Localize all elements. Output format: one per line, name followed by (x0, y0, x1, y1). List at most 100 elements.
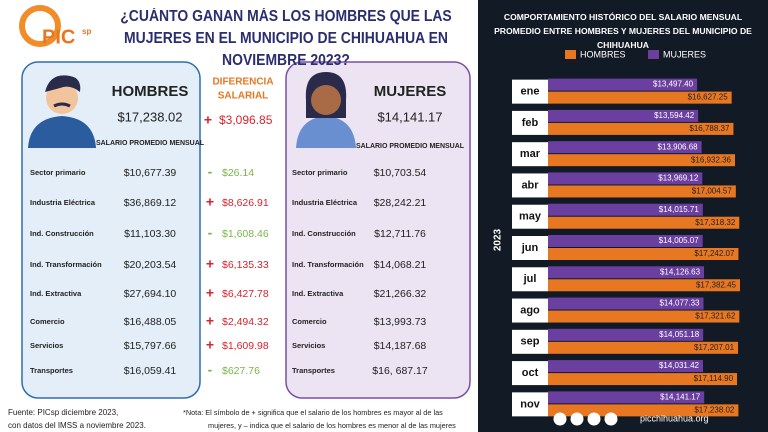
man-avatar (28, 75, 96, 148)
sector-name: Ind. Extractiva (30, 289, 82, 298)
sector-name: Servicios (292, 341, 325, 350)
bar (548, 279, 740, 292)
bar (548, 78, 698, 91)
mujeres-title: Mujeres (374, 83, 447, 100)
y-tick-label: jul (523, 273, 537, 285)
sign: + (206, 285, 214, 301)
value-label: $17,318.32 (695, 218, 736, 227)
y-axis-label: 2023 (493, 228, 504, 251)
difference: $1,608.46 (222, 228, 269, 240)
mujeres-salary: $10,703.54 (374, 167, 427, 179)
category-band (512, 236, 548, 260)
sector-name: Comercio (30, 317, 65, 326)
sector-name: Ind. Transformación (292, 260, 364, 269)
y-tick-label: may (519, 211, 542, 223)
sector-name: Industria Eléctrica (30, 198, 96, 207)
category-band (512, 204, 548, 229)
bar (548, 328, 704, 341)
social-icon (570, 412, 584, 426)
sign: - (208, 164, 213, 180)
sector-name: Transportes (292, 366, 335, 375)
y-tick-label: abr (521, 179, 539, 191)
value-label: $17,242.07 (694, 249, 735, 258)
bar (548, 341, 739, 354)
difference: $8,626.91 (222, 197, 269, 209)
category-band (512, 361, 548, 386)
category-band (512, 329, 548, 354)
bar (548, 91, 732, 104)
value-label: $14,141.17 (660, 392, 701, 401)
value-label: $17,238.02 (694, 405, 735, 414)
difference: $1,609.98 (222, 340, 269, 352)
difference: $2,494.32 (222, 316, 269, 328)
value-label: $17,321.62 (695, 312, 736, 321)
difference: $6,427.78 (222, 288, 269, 300)
hombres-salary: $15,797.66 (124, 340, 177, 352)
difference-sign: + (204, 112, 212, 128)
source: Fuente: PICsp diciembre 2023, (8, 408, 118, 417)
mujeres-salary: $21,266.32 (374, 288, 427, 300)
sector-name: Ind. Construcción (30, 229, 94, 238)
value-label: $16,932.36 (691, 155, 732, 164)
hombres-salary: $11,103.30 (124, 228, 176, 240)
y-tick-label: mar (520, 148, 541, 160)
hombres-salary: $27,694.10 (124, 288, 177, 300)
mujeres-salary: $14,068.21 (374, 259, 427, 271)
logo-swirl (19, 5, 61, 47)
bar (548, 360, 703, 373)
category-band (512, 110, 548, 135)
sign: + (206, 337, 214, 353)
bar (548, 203, 703, 216)
category-band (512, 142, 548, 167)
chart-title: COMPORTAMIENTO HISTÓRICO DEL SALARIO MEN… (494, 12, 752, 50)
sector-name: Servicios (30, 341, 63, 350)
bar (548, 216, 740, 229)
value-label: $14,005.07 (659, 236, 700, 245)
sign: + (206, 313, 214, 329)
value-label: $13,969.12 (658, 174, 699, 183)
value-label: $13,906.68 (658, 142, 699, 151)
y-tick-label: ene (521, 86, 540, 98)
sector-name: Ind. Extractiva (292, 289, 344, 298)
difference: $6,135.33 (222, 259, 269, 271)
logo-text: PIC (42, 26, 75, 48)
y-tick-label: oct (522, 367, 539, 379)
sector-name: Ind. Transformación (30, 260, 102, 269)
difference-title: DIFERENCIA (212, 77, 273, 88)
mujeres-average: $14,141.17 (377, 109, 442, 124)
difference-value: $3,096.85 (219, 113, 273, 127)
hombres-salary: $16,488.05 (124, 316, 177, 328)
hombres-salary: $36,869.12 (124, 197, 177, 209)
difference: $26.14 (222, 167, 254, 179)
y-tick-label: feb (522, 117, 539, 129)
bar (548, 154, 736, 167)
bar (548, 122, 734, 135)
mujeres-salary: $28,242.21 (374, 197, 427, 209)
sector-name: Sector primario (30, 168, 86, 177)
sign: - (208, 362, 213, 378)
legend-label: HOMBRES (580, 49, 626, 59)
mujeres-salary: $12,711.76 (374, 228, 426, 240)
value-label: $14,126.63 (660, 267, 701, 276)
sector-name: Ind. Construcción (292, 229, 356, 238)
legend-swatch (648, 50, 659, 59)
sector-name: Comercio (292, 317, 327, 326)
website: picchihuahua.org (640, 413, 709, 423)
note: mujeres, y – indica que el salario de lo… (208, 421, 456, 430)
social-icon (604, 412, 618, 426)
bar (548, 266, 705, 279)
sector-name: Sector primario (292, 168, 348, 177)
value-label: $14,031.42 (659, 361, 700, 370)
bar (548, 248, 739, 260)
category-band (512, 298, 548, 323)
bar (548, 172, 703, 185)
bar (548, 185, 736, 198)
value-label: $14,051.18 (659, 330, 700, 339)
main-title: ¿CUÁNTO GANAN MÁS LOS HOMBRES QUE LAS MU… (120, 8, 452, 69)
sign: - (208, 225, 213, 241)
bar (548, 373, 738, 386)
mujeres-salary: $16, 687.17 (372, 365, 428, 377)
social-icon (553, 412, 567, 426)
value-label: $16,788.37 (689, 124, 730, 133)
